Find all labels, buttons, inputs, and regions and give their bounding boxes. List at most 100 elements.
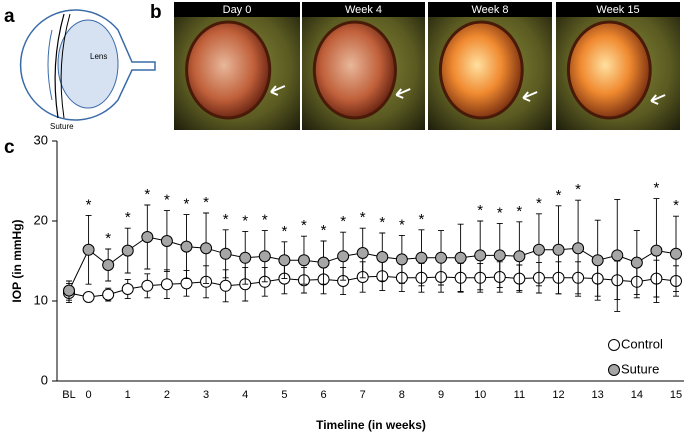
data-point [297, 254, 310, 267]
data-point [82, 243, 95, 256]
x-tick-label: 4 [242, 389, 248, 401]
data-point [317, 256, 330, 269]
data-point [415, 251, 428, 264]
significance-label: * [419, 211, 425, 228]
significance-label: * [516, 203, 522, 220]
x-tick-label: 7 [360, 389, 366, 401]
significance-label: * [321, 222, 327, 239]
significance-label: * [477, 202, 483, 219]
significance-label: * [262, 212, 268, 229]
x-tick-label: 0 [86, 389, 92, 401]
series-line [68, 275, 677, 298]
data-point [258, 250, 271, 263]
data-point [219, 279, 232, 292]
significance-label: * [164, 192, 170, 209]
data-point [160, 278, 173, 291]
significance-label: * [536, 195, 542, 212]
x-tick-label: 8 [399, 389, 405, 401]
x-tick-label: 11 [514, 389, 525, 401]
photo-row: Day 0 Week 4 Week 8 Week 15 [174, 2, 680, 130]
y-tick-label: 0 [41, 372, 48, 387]
x-tick-label: 9 [438, 389, 444, 401]
significance-label: * [653, 180, 659, 197]
data-point [650, 244, 663, 257]
x-tick-label: 13 [592, 389, 604, 401]
significance-label: * [301, 217, 307, 234]
y-axis-label: IOP (in mmHg) [10, 219, 24, 302]
x-tick-label: 15 [670, 389, 682, 401]
x-tick-label: 12 [552, 389, 564, 401]
x-axis-label: Timeline (in weeks) [316, 418, 426, 432]
data-point [474, 249, 487, 262]
data-point [337, 250, 350, 263]
data-point [513, 250, 526, 263]
arrow [650, 94, 666, 105]
significance-label: * [203, 194, 209, 211]
data-point [180, 277, 193, 290]
data-point [572, 242, 585, 255]
x-tick-label: 6 [320, 389, 326, 401]
data-point [356, 247, 369, 259]
data-point [160, 235, 173, 247]
data-point [121, 283, 134, 295]
significance-label: * [242, 212, 248, 229]
photo-header [302, 2, 425, 17]
significance-label: * [497, 204, 503, 221]
lens-label: Lens [90, 52, 107, 61]
photo-header [174, 2, 300, 17]
data-point [239, 251, 252, 264]
legend-label: Suture [621, 361, 659, 376]
x-tick-label: 3 [203, 389, 209, 401]
data-point [141, 279, 154, 292]
eye [438, 20, 524, 120]
eye-diagram [19, 9, 156, 121]
data-point [454, 251, 467, 264]
legend-marker [608, 364, 620, 376]
data-point [552, 243, 565, 256]
x-tick-label: 5 [281, 389, 287, 401]
data-point [82, 291, 95, 303]
y-tick-label: 30 [34, 132, 48, 147]
data-point [141, 231, 154, 243]
significance-label: * [105, 230, 111, 247]
data-point [278, 254, 291, 267]
arrow [395, 88, 411, 99]
photo-label: Day 0 [223, 4, 252, 16]
data-point [376, 251, 389, 263]
data-point [121, 244, 134, 257]
y-tick-label: 10 [34, 292, 48, 307]
photo-header [556, 2, 680, 17]
data-point [219, 247, 232, 260]
arrow [270, 85, 286, 96]
suture-label: Suture [50, 122, 74, 131]
data-point [591, 254, 604, 267]
x-tick-label: 1 [125, 389, 131, 401]
panel-letter: a [4, 6, 15, 27]
significance-label: * [281, 223, 287, 240]
significance-label: * [184, 196, 190, 213]
significance-label: * [360, 209, 366, 226]
significance-label: * [379, 214, 385, 231]
significance-label: * [340, 213, 346, 230]
data-point [435, 251, 448, 264]
data-point [200, 242, 213, 255]
photo-header [428, 2, 552, 17]
data-point [611, 249, 624, 262]
data-point [670, 247, 682, 260]
x-tick-label: BL [62, 389, 75, 401]
data-point [102, 288, 115, 301]
significance-label: * [86, 196, 92, 213]
x-tick-label: 10 [474, 389, 486, 401]
photo-label: Week 15 [596, 4, 639, 16]
data-point [493, 249, 506, 262]
legend-label: Control [621, 336, 663, 351]
photo-label: Week 4 [345, 4, 382, 16]
data-point [180, 240, 193, 253]
x-tick-label: 14 [631, 389, 643, 401]
data-point [102, 259, 115, 271]
arrow [522, 91, 538, 102]
data-point [395, 253, 408, 266]
series-line [68, 236, 677, 291]
significance-label: * [673, 197, 679, 214]
significance-label: * [556, 187, 562, 204]
